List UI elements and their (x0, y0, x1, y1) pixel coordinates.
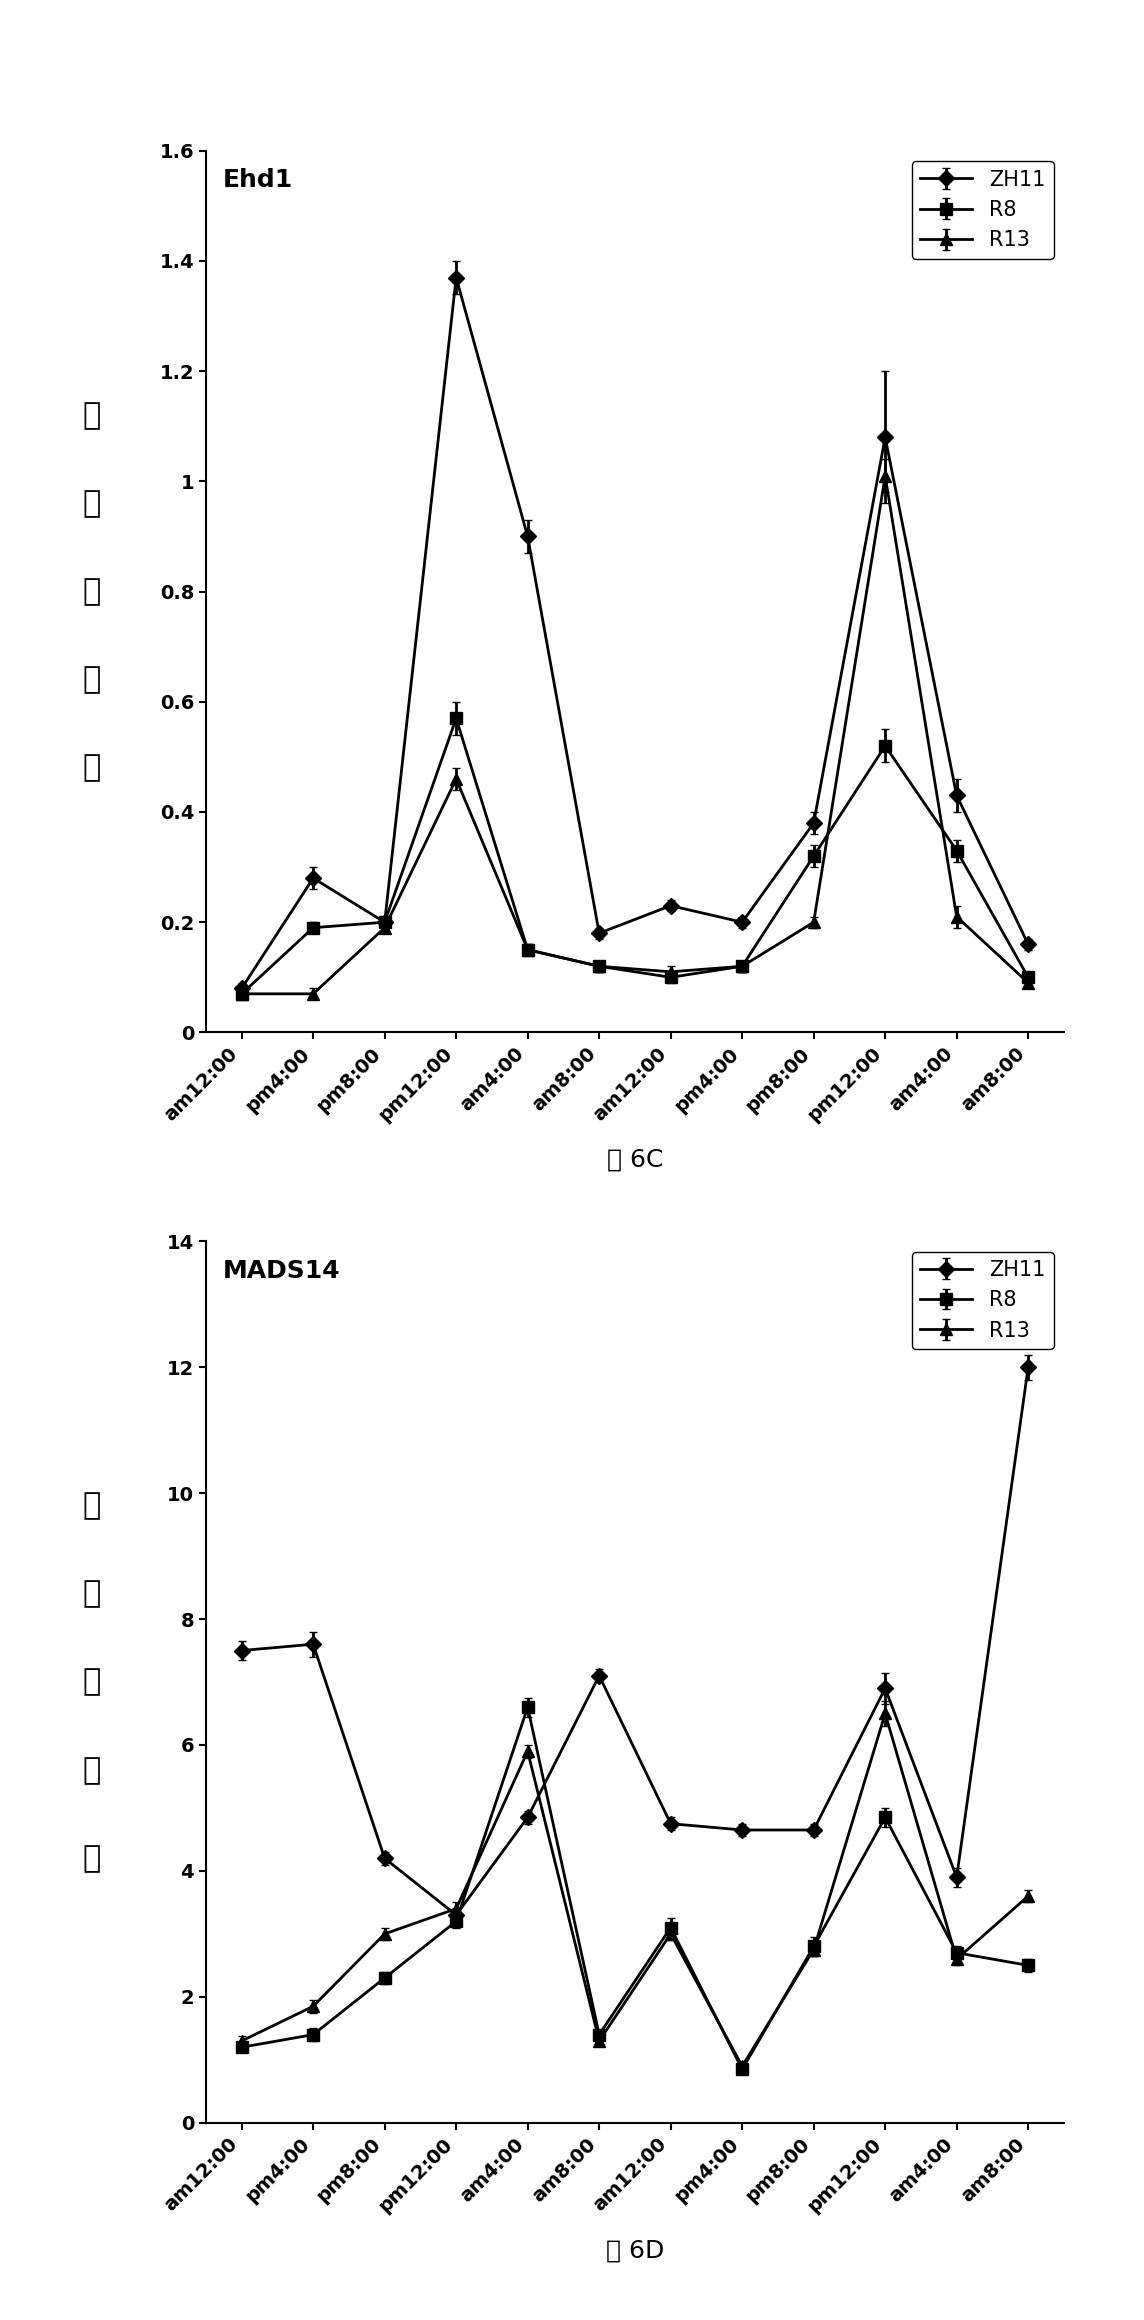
Text: 对: 对 (82, 1580, 101, 1608)
Legend: ZH11, R8, R13: ZH11, R8, R13 (912, 1250, 1054, 1350)
Text: 达: 达 (82, 1756, 101, 1784)
Text: 达: 达 (82, 666, 101, 694)
Text: 对: 对 (82, 490, 101, 517)
Text: 相: 相 (82, 1492, 101, 1520)
Text: 表: 表 (82, 1668, 101, 1696)
Text: 图 6D: 图 6D (605, 2239, 665, 2262)
Text: 图 6C: 图 6C (606, 1148, 664, 1172)
Text: 表: 表 (82, 578, 101, 606)
Text: 量: 量 (82, 754, 101, 782)
Text: 相: 相 (82, 401, 101, 429)
Text: Ehd1: Ehd1 (223, 169, 293, 193)
Legend: ZH11, R8, R13: ZH11, R8, R13 (912, 160, 1054, 260)
Text: 量: 量 (82, 1844, 101, 1872)
Text: MADS14: MADS14 (223, 1260, 341, 1283)
